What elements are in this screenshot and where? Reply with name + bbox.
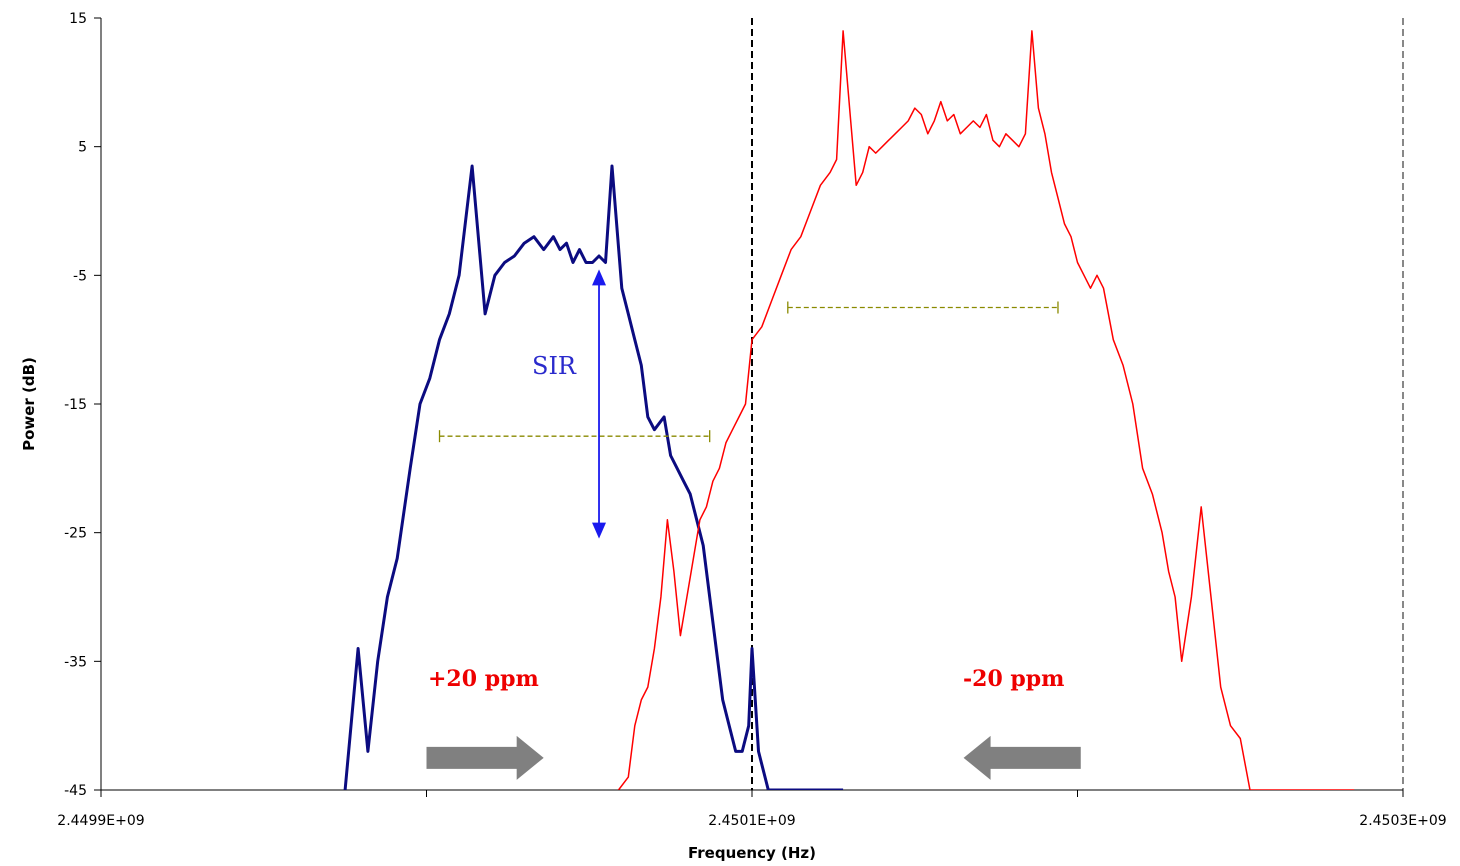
shift-arrow-left: [963, 735, 1081, 780]
dimension-lines: [438, 301, 1059, 443]
x-tick-label: 2.4499E+09: [57, 813, 144, 829]
reference-lines: [751, 18, 1404, 790]
series-line-1: [343, 164, 844, 790]
annotations-layer: [426, 269, 1081, 780]
y-tick-label: -45: [64, 783, 87, 799]
y-tick-label: 15: [69, 11, 87, 27]
series-layer: [343, 30, 1355, 790]
tick-labels: 15 5 -5 -15 -25 -35 -45 2.4499E+09 2.4501E+09 2.4…: [57, 11, 1446, 829]
y-tick-label: -15: [64, 397, 87, 413]
sir-arrow-head-down: [592, 522, 607, 539]
chart-axes: [94, 17, 1404, 797]
sir-annotation: SIR: [532, 352, 577, 380]
x-tick-label: 2.4503E+09: [1359, 813, 1446, 829]
sir-arrow-head-up: [592, 269, 607, 286]
y-axis-title: Power (dB): [20, 357, 38, 451]
y-tick-label: -5: [73, 268, 87, 284]
minus-20-ppm-annotation: -20 ppm: [963, 666, 1064, 692]
series-line-2: [617, 30, 1355, 790]
x-axis-title: Frequency (Hz): [688, 844, 816, 862]
plus-20-ppm-annotation: +20 ppm: [428, 666, 539, 692]
y-tick-label: -35: [64, 654, 87, 670]
x-tick-label: 2.4501E+09: [708, 813, 795, 829]
y-tick-label: -25: [64, 526, 87, 542]
y-tick-label: 5: [78, 140, 87, 156]
shift-arrow-right: [426, 735, 544, 780]
